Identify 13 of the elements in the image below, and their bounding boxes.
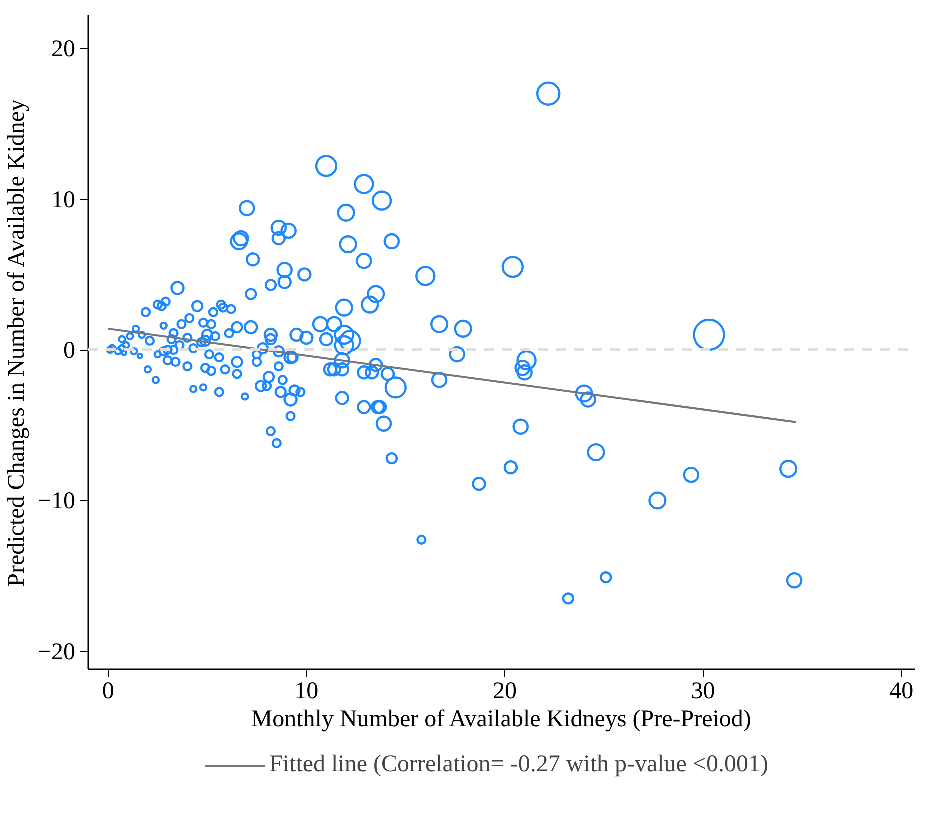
x-tick-label: 20 xyxy=(492,678,517,704)
y-tick-label: 10 xyxy=(52,187,76,214)
y-axis-title: Predicted Changes in Number of Available Kidney xyxy=(4,99,30,587)
x-axis-title: Monthly Number of Available Kidneys (Pre-Preiod) xyxy=(251,706,752,732)
y-tick-label: 0 xyxy=(64,338,76,364)
x-tick-label: 10 xyxy=(294,678,319,704)
y-tick-label: 20 xyxy=(52,36,76,63)
x-tick-label: 0 xyxy=(102,678,114,704)
x-tick-label: 40 xyxy=(890,678,914,704)
y-tick-label: −20 xyxy=(38,639,76,666)
x-tick-label: 30 xyxy=(691,678,716,704)
y-tick-label: −10 xyxy=(38,488,76,515)
legend-label: Fitted line (Correlation= -0.27 with p-value <0.001) xyxy=(270,752,768,778)
